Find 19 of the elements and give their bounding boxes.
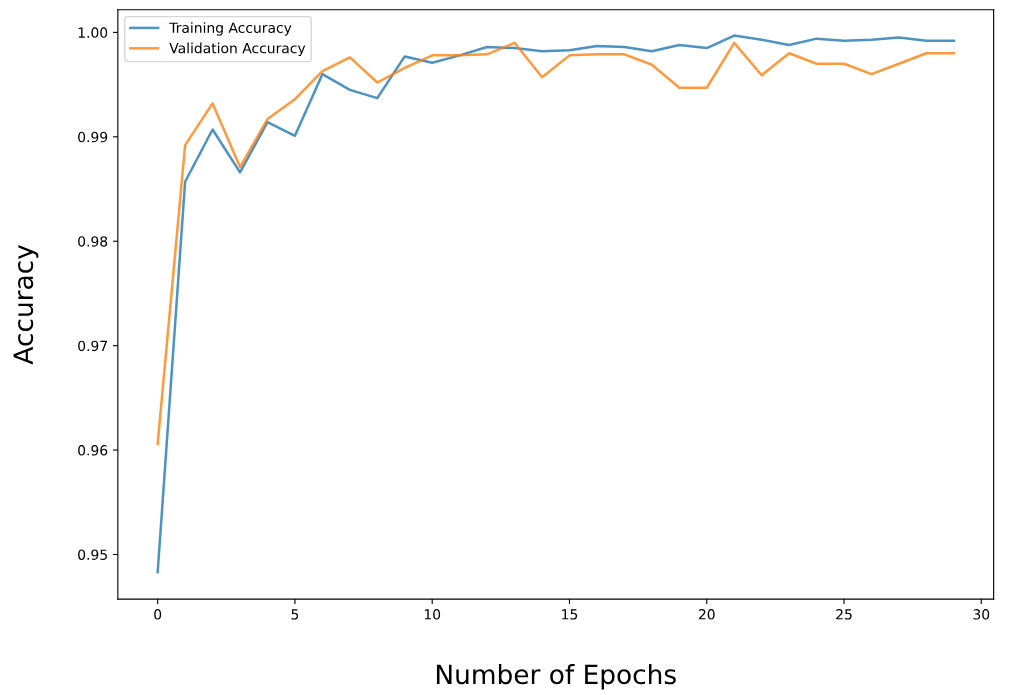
x-axis-title: Number of Epochs [436, 663, 676, 690]
legend-label: Training Accuracy [169, 22, 292, 36]
x-tick-label: 15 [562, 609, 578, 620]
y-tick-label: 0.99 [78, 131, 108, 143]
y-tick-label: 0.96 [78, 445, 108, 456]
y-tick-label: 1.00 [78, 27, 108, 38]
line-series [156, 34, 956, 574]
y-tick-label: 0.97 [78, 340, 107, 352]
x-tick-label: 30 [973, 609, 990, 620]
x-tick-label: 25 [836, 609, 852, 620]
y-tick-label: 0.95 [78, 549, 107, 560]
line-series [156, 41, 956, 446]
x-tick-label: 5 [291, 609, 299, 620]
x-tick-label: 20 [698, 609, 715, 620]
y-axis-title: Accuracy [13, 244, 39, 365]
x-tick-label: 0 [154, 609, 162, 620]
y-tick-label: 0.98 [78, 236, 108, 247]
x-tick-label: 10 [424, 609, 441, 620]
legend-label: Validation Accuracy [169, 42, 306, 57]
